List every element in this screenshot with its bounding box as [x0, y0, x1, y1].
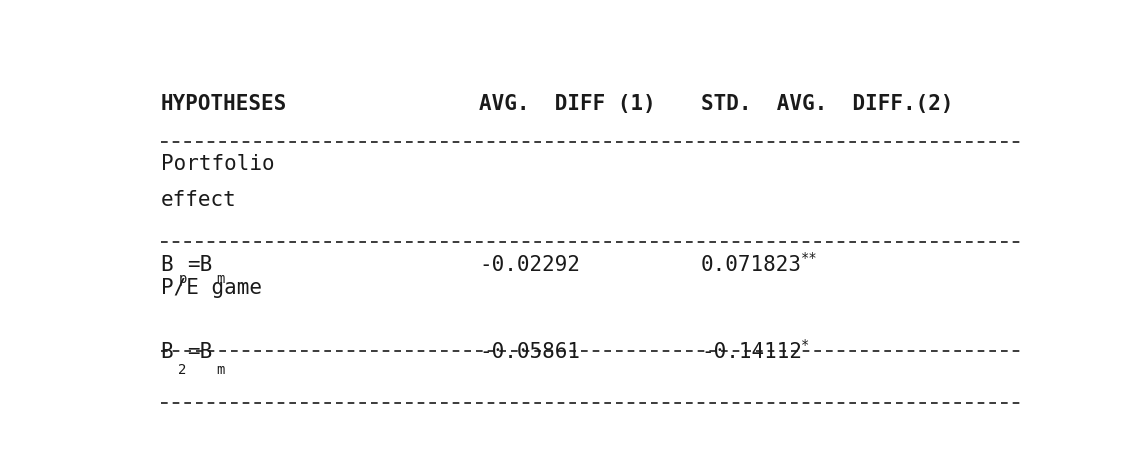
Text: p: p — [178, 272, 186, 286]
Text: HYPOTHESES: HYPOTHESES — [160, 93, 287, 113]
Text: Portfolio: Portfolio — [160, 154, 274, 174]
Text: B: B — [160, 342, 174, 362]
Text: -0.05861: -0.05861 — [480, 342, 581, 362]
Text: m: m — [216, 364, 225, 378]
Text: -0.02292: -0.02292 — [480, 255, 581, 275]
Text: -0.14112: -0.14112 — [701, 342, 802, 362]
Text: *: * — [801, 339, 809, 352]
Text: P/E game: P/E game — [160, 278, 262, 298]
Text: 2: 2 — [178, 364, 186, 378]
Text: =B: =B — [187, 255, 213, 275]
Text: 0.071823: 0.071823 — [701, 255, 802, 275]
Text: AVG.  DIFF (1): AVG. DIFF (1) — [480, 93, 656, 113]
Text: =B: =B — [187, 342, 213, 362]
Text: m: m — [216, 272, 225, 286]
Text: **: ** — [801, 251, 817, 265]
Text: STD.  AVG.  DIFF.(2): STD. AVG. DIFF.(2) — [701, 93, 953, 113]
Text: B: B — [160, 255, 174, 275]
Text: effect: effect — [160, 190, 237, 210]
